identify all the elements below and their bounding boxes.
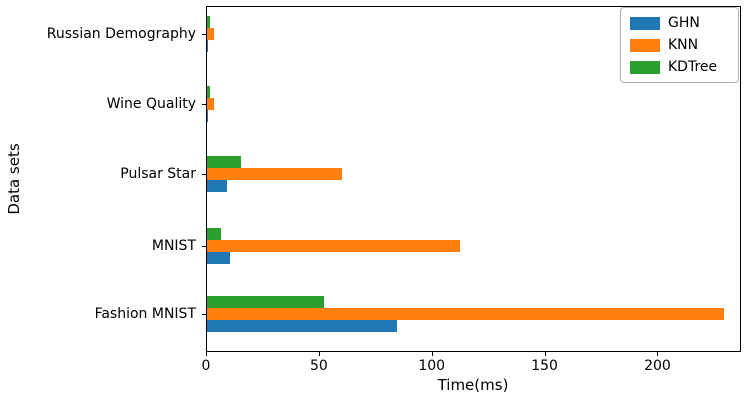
bar-knn-wine-quality	[207, 97, 214, 110]
bar-ghn-russian-demography	[207, 40, 208, 53]
y-tick-label: Russian Demography	[46, 26, 196, 43]
x-tick-mark	[206, 352, 207, 356]
y-tick-label: MNIST	[151, 238, 196, 255]
y-tick-label: Fashion MNIST	[94, 305, 196, 322]
y-axis-title: Data sets	[5, 143, 23, 215]
x-tick-mark	[544, 352, 546, 356]
legend-swatch-knn	[630, 38, 660, 52]
bar-kdtree-fashion-mnist	[207, 295, 325, 308]
legend: GHN KNN KDTree	[620, 7, 739, 83]
x-tick-label: 150	[531, 358, 558, 374]
bar-kdtree-pulsar-star	[207, 156, 241, 169]
legend-swatch-kdtree	[630, 60, 660, 74]
x-tick-mark	[657, 352, 659, 356]
legend-label: KDTree	[668, 59, 718, 75]
bar-knn-fashion-mnist	[207, 307, 724, 320]
y-tick-mark	[202, 103, 206, 105]
bar-kdtree-russian-demography	[207, 16, 211, 29]
legend-item-knn: KNN	[630, 37, 729, 53]
x-tick-mark	[431, 352, 433, 356]
y-tick-mark	[202, 313, 206, 315]
legend-label: KNN	[668, 37, 699, 53]
legend-item-ghn: GHN	[630, 15, 729, 31]
y-tick-mark	[202, 34, 206, 36]
bar-kdtree-wine-quality	[207, 85, 210, 98]
y-tick-mark	[202, 174, 206, 176]
bar-knn-pulsar-star	[207, 168, 343, 181]
bar-ghn-pulsar-star	[207, 180, 228, 193]
bar-ghn-fashion-mnist	[207, 319, 397, 332]
x-tick-label: 0	[201, 358, 211, 374]
legend-swatch-ghn	[630, 16, 660, 30]
legend-item-kdtree: KDTree	[630, 59, 729, 75]
y-tick-mark	[202, 246, 206, 248]
bar-kdtree-mnist	[207, 228, 221, 241]
bar-knn-mnist	[207, 240, 460, 253]
bar-knn-russian-demography	[207, 28, 215, 41]
bar-ghn-mnist	[207, 252, 230, 265]
y-tick-label: Pulsar Star	[120, 166, 196, 183]
legend-label: GHN	[668, 15, 700, 31]
x-tick-label: 200	[644, 358, 671, 374]
y-tick-label: Wine Quality	[106, 95, 196, 112]
x-tick-label: 50	[309, 358, 328, 374]
x-tick-mark	[318, 352, 320, 356]
x-axis-title: Time(ms)	[437, 376, 509, 394]
x-tick-label: 100	[418, 358, 446, 374]
bar-ghn-wine-quality	[207, 109, 208, 122]
